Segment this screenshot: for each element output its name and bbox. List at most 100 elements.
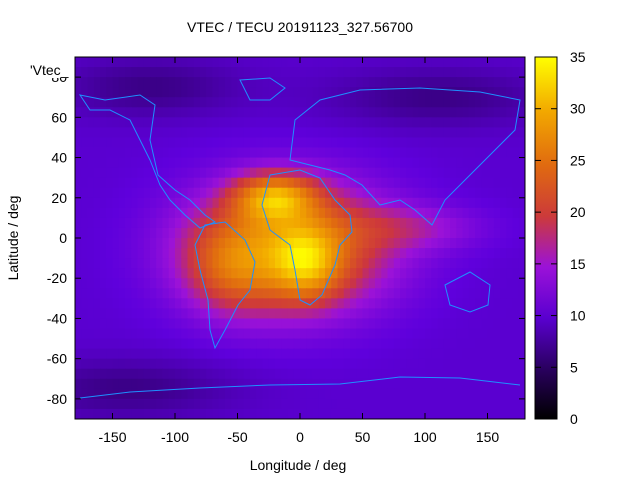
heatmap-cell xyxy=(443,328,451,340)
heatmap-cell xyxy=(306,157,314,169)
heatmap-cell xyxy=(306,177,314,189)
heatmap-cell xyxy=(87,358,95,370)
heatmap-cell xyxy=(312,87,320,98)
heatmap-cell xyxy=(75,187,82,199)
heatmap-cell xyxy=(431,338,439,350)
heatmap-cell xyxy=(481,137,489,149)
heatmap-cell xyxy=(425,147,432,159)
heatmap-cell xyxy=(468,408,476,419)
heatmap-cell xyxy=(387,87,395,98)
heatmap-cell xyxy=(493,258,501,269)
coast-south-america xyxy=(194,221,256,350)
heatmap-cell xyxy=(487,298,495,309)
heatmap-cell xyxy=(243,157,251,169)
heatmap-cell xyxy=(512,408,520,419)
heatmap-cell xyxy=(125,368,132,380)
heatmap-cell xyxy=(231,167,239,179)
heatmap-cell xyxy=(125,268,132,279)
heatmap-cell xyxy=(350,298,357,309)
heatmap-cell xyxy=(118,258,126,269)
heatmap-cell xyxy=(118,87,126,98)
heatmap-cell xyxy=(375,57,382,68)
heatmap-cell xyxy=(331,288,339,299)
heatmap-cell xyxy=(106,147,114,159)
heatmap-cell xyxy=(262,147,270,159)
heatmap-cell xyxy=(212,157,220,169)
heatmap-cell xyxy=(375,217,382,229)
heatmap-cell xyxy=(200,167,207,179)
heatmap-cell xyxy=(300,107,307,118)
heatmap-cell xyxy=(262,318,270,330)
heatmap-cell xyxy=(212,338,220,350)
heatmap-cell xyxy=(387,167,395,179)
heatmap-cell xyxy=(225,308,232,320)
heatmap-cell xyxy=(431,127,439,139)
heatmap-cell xyxy=(206,338,214,350)
heatmap-cell xyxy=(375,408,382,419)
heatmap-cell xyxy=(243,127,251,139)
heatmap-cell xyxy=(387,97,395,108)
heatmap-cell xyxy=(193,207,201,219)
heatmap-cell xyxy=(237,268,245,279)
heatmap-cell xyxy=(343,157,351,169)
heatmap-cell xyxy=(443,117,451,128)
heatmap-cell xyxy=(500,177,507,189)
heatmap-cell xyxy=(475,258,482,269)
heatmap-cell xyxy=(412,177,420,189)
heatmap-cell xyxy=(275,388,282,400)
heatmap-cell xyxy=(462,328,470,340)
heatmap-cell xyxy=(475,298,482,309)
heatmap-cell xyxy=(225,258,232,269)
heatmap-cell xyxy=(368,77,376,88)
heatmap-cell xyxy=(175,278,182,289)
heatmap-cell xyxy=(193,278,201,289)
heatmap-cell xyxy=(512,298,520,309)
heatmap-cell xyxy=(406,398,414,410)
heatmap-cell xyxy=(100,308,107,320)
heatmap-cell xyxy=(406,157,414,169)
heatmap-cell xyxy=(318,167,326,179)
heatmap-cell xyxy=(412,288,420,299)
heatmap-cell xyxy=(425,167,432,179)
heatmap-cell xyxy=(256,288,264,299)
heatmap-cell xyxy=(375,378,382,390)
heatmap-cell xyxy=(212,167,220,179)
heatmap-cell xyxy=(462,157,470,169)
heatmap-cell xyxy=(343,197,351,209)
heatmap-cell xyxy=(256,388,264,400)
heatmap-cell xyxy=(381,368,389,380)
heatmap-cell xyxy=(187,298,195,309)
heatmap-cell xyxy=(312,318,320,330)
heatmap-cell xyxy=(343,87,351,98)
heatmap-cell xyxy=(181,238,189,249)
heatmap-cell xyxy=(131,67,139,78)
heatmap-cell xyxy=(493,67,501,78)
heatmap-cell xyxy=(375,328,382,340)
heatmap-cell xyxy=(481,57,489,68)
heatmap-cell xyxy=(350,368,357,380)
heatmap-cell xyxy=(181,167,189,179)
heatmap-cell xyxy=(368,227,376,239)
heatmap-cell xyxy=(393,197,401,209)
heatmap-cell xyxy=(131,378,139,390)
heatmap-cell xyxy=(218,217,226,229)
heatmap-cell xyxy=(75,177,82,189)
heatmap-cell xyxy=(231,197,239,209)
heatmap-cell xyxy=(425,117,432,128)
heatmap-cell xyxy=(318,177,326,189)
heatmap-cell xyxy=(275,107,282,118)
heatmap-cell xyxy=(243,378,251,390)
heatmap-cell xyxy=(137,328,145,340)
heatmap-cell xyxy=(443,298,451,309)
heatmap-cell xyxy=(237,318,245,330)
heatmap-cell xyxy=(287,227,295,239)
heatmap-cell xyxy=(181,67,189,78)
heatmap-cell xyxy=(350,87,357,98)
heatmap-cell xyxy=(193,187,201,199)
heatmap-cell xyxy=(337,137,345,149)
heatmap-cell xyxy=(131,77,139,88)
heatmap-cell xyxy=(200,328,207,340)
heatmap-cell xyxy=(125,97,132,108)
heatmap-cell xyxy=(256,328,264,340)
heatmap-cell xyxy=(225,227,232,239)
